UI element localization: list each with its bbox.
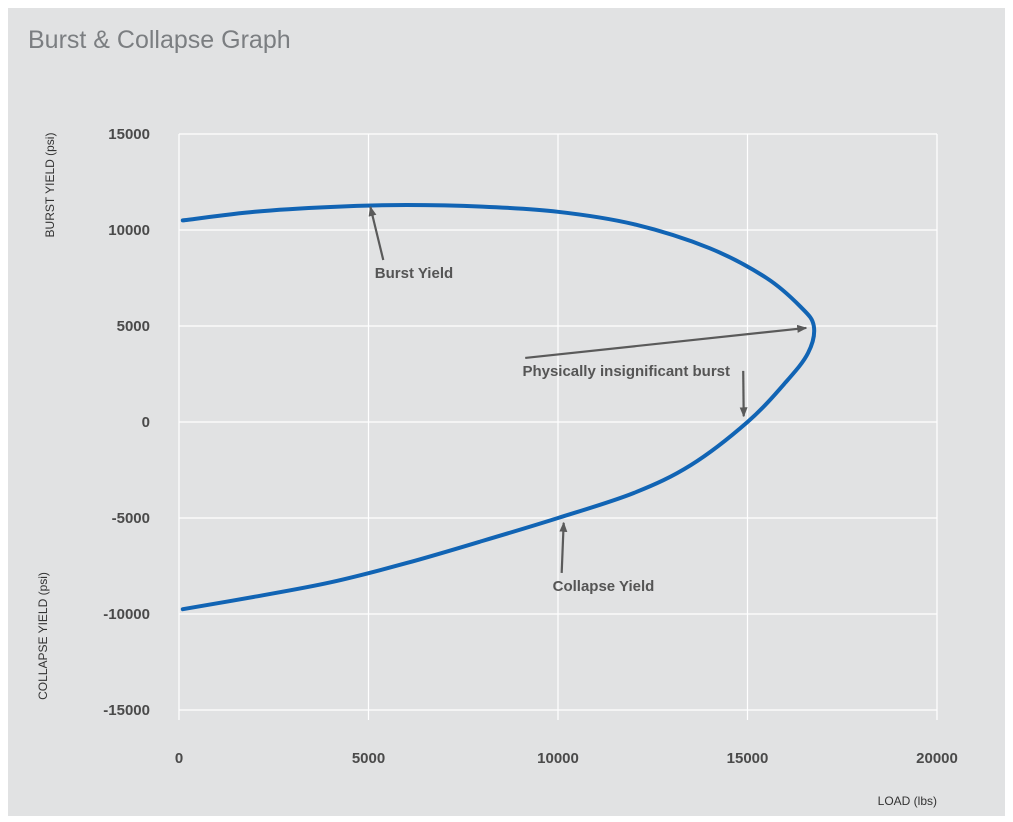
y-axis-label-burst: BURST YIELD (psi) bbox=[43, 133, 57, 238]
x-tick-label: 0 bbox=[175, 750, 183, 767]
annotation-label: Collapse Yield bbox=[553, 578, 655, 595]
y-tick-label: 15000 bbox=[108, 126, 150, 143]
annotation-arrow bbox=[559, 521, 568, 574]
tick-labels: 15000 10000 5000 0 -5000 -10000 -15000 0 5000 100… bbox=[103, 126, 958, 767]
series-layer bbox=[180, 202, 817, 612]
yield-curve bbox=[180, 202, 817, 612]
grid bbox=[178, 133, 938, 720]
chart-panel: Burst & Collapse Graph bbox=[8, 8, 1005, 816]
y-tick-label: -15000 bbox=[103, 702, 150, 719]
x-tick-label: 10000 bbox=[537, 750, 579, 767]
y-tick-label: 10000 bbox=[108, 222, 150, 239]
y-tick-label: 5000 bbox=[117, 318, 150, 335]
annotation-label: Burst Yield bbox=[375, 265, 453, 282]
y-tick-label: 0 bbox=[142, 414, 150, 431]
x-tick-label: 5000 bbox=[352, 750, 385, 767]
y-tick-label: -5000 bbox=[112, 510, 150, 527]
x-axis-label: LOAD (lbs) bbox=[878, 794, 937, 808]
x-tick-label: 15000 bbox=[727, 750, 769, 767]
y-tick-label: -10000 bbox=[103, 606, 150, 623]
x-tick-label: 20000 bbox=[916, 750, 958, 767]
annotation-arrow bbox=[525, 324, 808, 360]
chart-title: Burst & Collapse Graph bbox=[28, 26, 291, 54]
annotations: Burst Yield Physically insignificant burs… bbox=[368, 205, 808, 595]
y-axis-label-collapse: COLLAPSE YIELD (psi) bbox=[36, 572, 50, 700]
annotation-label: Physically insignificant burst bbox=[522, 363, 730, 380]
annotation-arrow bbox=[368, 205, 385, 261]
